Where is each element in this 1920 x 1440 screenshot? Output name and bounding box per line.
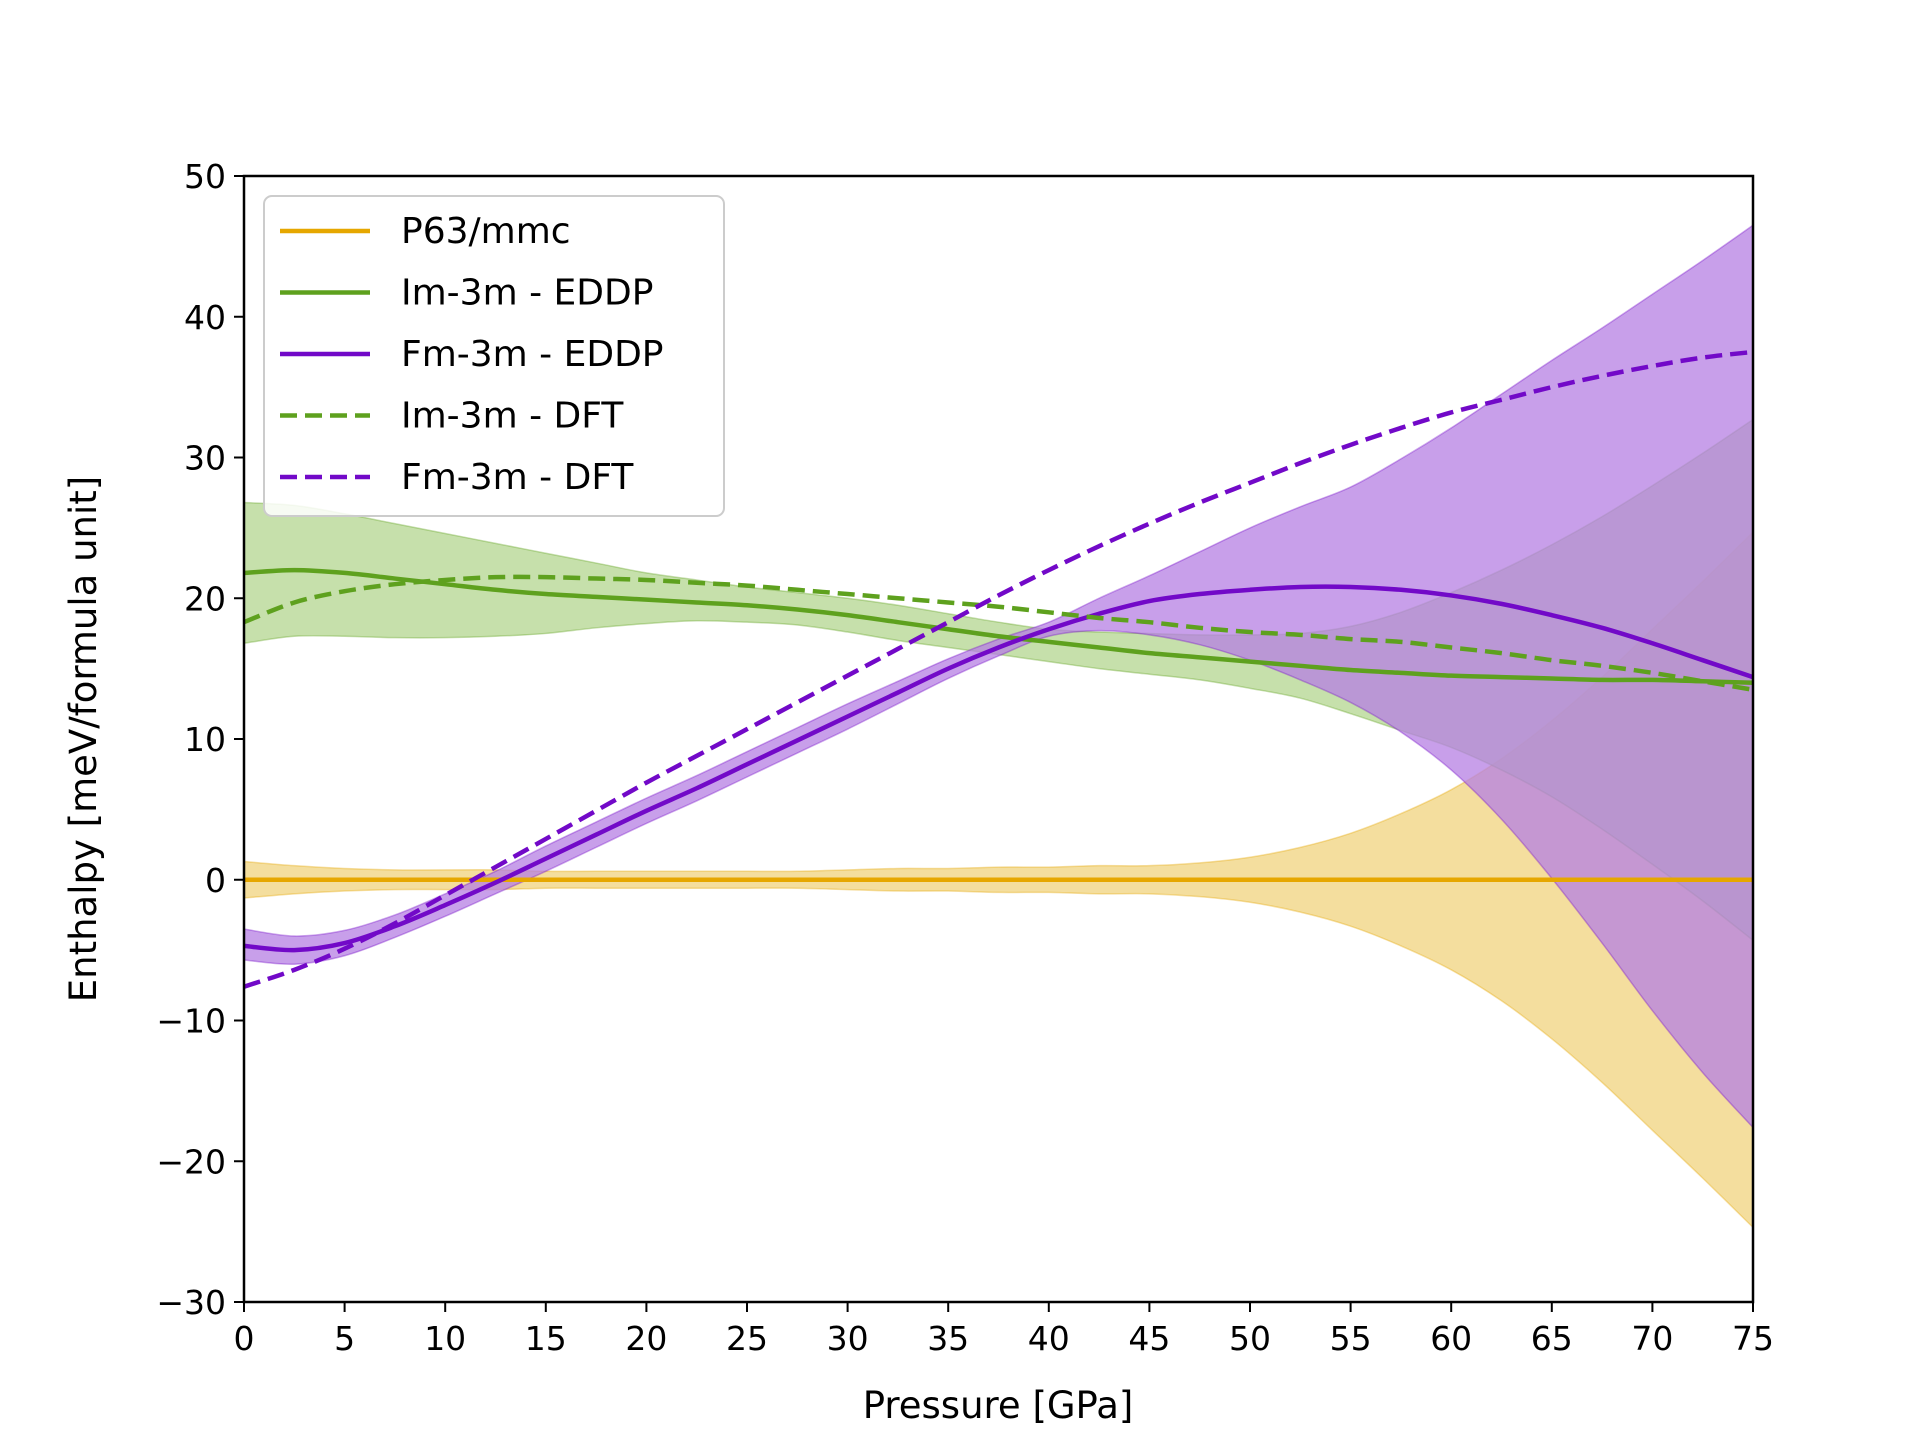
y-tick-label: −20	[156, 1142, 226, 1181]
legend-label-fm-3m-eddp: Fm-3m - EDDP	[401, 334, 664, 375]
y-tick-label: −10	[156, 1002, 226, 1041]
x-tick-label: 65	[1531, 1319, 1573, 1358]
x-tick-label: 30	[827, 1319, 869, 1358]
y-tick-label: −30	[156, 1283, 226, 1322]
x-tick-label: 15	[525, 1319, 567, 1358]
series-line-fm-3m-eddp	[244, 584, 1753, 953]
y-tick-label: 40	[184, 298, 226, 337]
legend-box	[263, 195, 725, 517]
x-axis-ticks: 0 5 10 15 20 25 30 35 40 45 50 55 60 65 70 75	[234, 1302, 1774, 1358]
y-axis-label: Enthalpy [meV/formula unit]	[62, 476, 105, 1002]
x-tick-label: 60	[1430, 1319, 1472, 1358]
x-axis-label: Pressure [GPa]	[863, 1384, 1134, 1427]
x-tick-label: 10	[424, 1319, 466, 1358]
legend-label-im-3m-eddp: Im-3m - EDDP	[401, 273, 653, 314]
series-line-im-3m-eddp	[244, 567, 1753, 685]
x-tick-label: 55	[1330, 1319, 1372, 1358]
x-tick-label: 20	[625, 1319, 667, 1358]
y-tick-label: 50	[184, 157, 226, 196]
legend: P63/mmc Im-3m - EDDP Fm-3m - EDDP Im-3m - D…	[263, 195, 725, 517]
legend-label-im-3m-dft: Im-3m - DFT	[401, 396, 624, 437]
series-line-fm-3m-dft	[244, 349, 1753, 989]
x-tick-label: 40	[1028, 1319, 1070, 1358]
y-tick-label: 20	[184, 579, 226, 618]
y-axis-ticks: −30 −20 −10 0 10 20 30 40 50	[156, 157, 244, 1322]
x-tick-label: 50	[1229, 1319, 1271, 1358]
y-tick-label: 0	[205, 861, 226, 900]
y-tick-label: 30	[184, 439, 226, 478]
y-tick-label: 10	[184, 720, 226, 759]
x-tick-label: 70	[1631, 1319, 1673, 1358]
x-tick-label: 45	[1128, 1319, 1170, 1358]
x-tick-label: 0	[234, 1319, 255, 1358]
x-tick-label: 35	[927, 1319, 969, 1358]
x-tick-label: 25	[726, 1319, 768, 1358]
x-tick-label: 75	[1732, 1319, 1774, 1358]
x-tick-label: 5	[334, 1319, 355, 1358]
series-line-im-3m-dft	[244, 574, 1753, 692]
legend-label-p63-mmc: P63/mmc	[401, 211, 571, 252]
legend-label-fm-3m-dft: Fm-3m - DFT	[401, 457, 634, 498]
series-lines	[244, 349, 1753, 989]
